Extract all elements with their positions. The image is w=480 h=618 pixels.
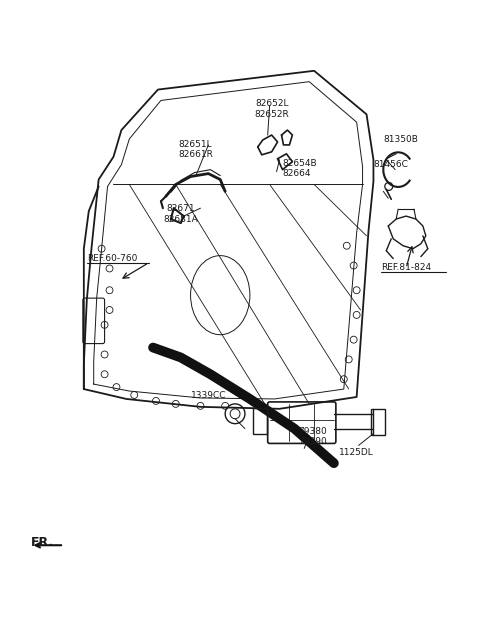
Text: 81350B: 81350B: [384, 135, 418, 145]
Text: FR.: FR.: [30, 536, 54, 549]
Text: 1339CC: 1339CC: [191, 391, 226, 400]
Text: REF.60-760: REF.60-760: [87, 254, 137, 263]
Text: REF.81-824: REF.81-824: [381, 263, 432, 272]
Text: 82671
82681A: 82671 82681A: [163, 204, 198, 224]
Text: 82654B
82664: 82654B 82664: [283, 159, 317, 179]
Text: 79380
79390: 79380 79390: [298, 426, 326, 446]
Text: 82652L
82652R: 82652L 82652R: [254, 99, 289, 119]
Text: 1125DL: 1125DL: [339, 449, 374, 457]
Text: 82651L
82661R: 82651L 82661R: [178, 140, 213, 159]
Text: 81456C: 81456C: [373, 160, 408, 169]
